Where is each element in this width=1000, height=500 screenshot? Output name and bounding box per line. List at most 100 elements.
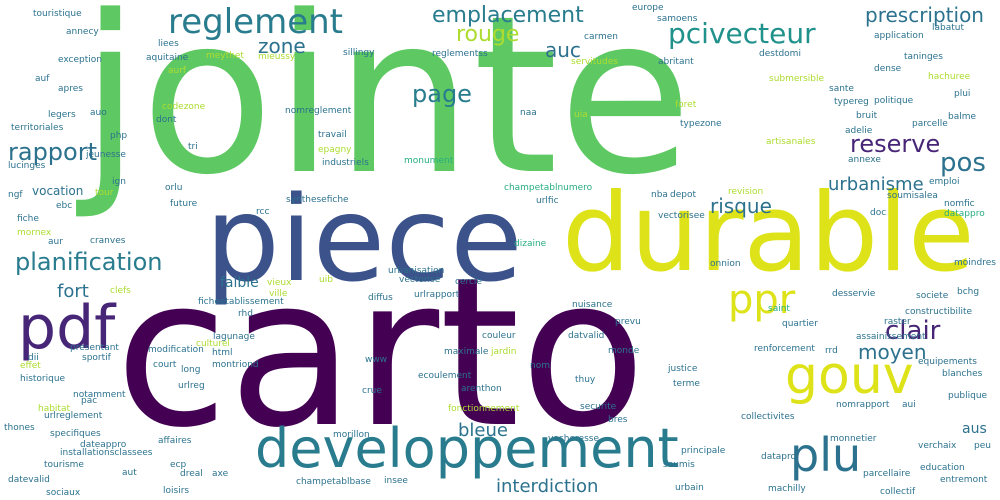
word-tourisme: tourisme [44, 460, 84, 470]
word-urbanisme: urbanisme [828, 174, 924, 195]
word-habitat: habitat [38, 404, 71, 414]
word-reserve: reserve [850, 130, 941, 158]
word-artisanales: artisanales [766, 137, 816, 147]
word-servitudes: servitudes [571, 57, 618, 67]
word-parcelle: parcelle [912, 119, 948, 129]
word-nomrapport: nomrapport [836, 400, 890, 410]
word-meythet: meythet [206, 51, 244, 61]
word-machilly: machilly [768, 484, 806, 494]
word-rhd: rhd [238, 309, 253, 319]
word-notamment: notamment [73, 390, 126, 400]
word-liees: liees [158, 39, 179, 49]
word-territoriales: territoriales [11, 123, 64, 133]
word-naa: naa [520, 108, 537, 118]
word-monde: monde [608, 346, 640, 356]
word-datapro: datapro [761, 452, 796, 462]
word-societe: societe [916, 291, 949, 301]
word-europe: europe [632, 3, 664, 13]
word-samoens: samoens [657, 14, 698, 24]
word-aui: aui [902, 400, 916, 410]
word-crue: crue [362, 386, 382, 396]
word-page: page [412, 80, 472, 108]
word-risque: risque [710, 194, 772, 218]
word-publique: publique [948, 391, 988, 401]
word-aur: aur [48, 237, 63, 247]
word-pac: pac [81, 396, 98, 406]
word-pdf: pdf [18, 293, 116, 363]
word-exception: exception [58, 55, 102, 65]
word-installationsclassees: installationsclassees [60, 448, 153, 458]
word-thones: thones [4, 423, 35, 433]
word-securite: securite [580, 402, 617, 412]
word-assainissement: assainissement [856, 332, 926, 342]
word-faible: faible [220, 275, 259, 291]
word-desservie: desservie [832, 289, 876, 299]
word-peu: peu [974, 441, 991, 451]
word-quartier: quartier [782, 319, 818, 329]
word-specifiques: specifiques [50, 429, 101, 439]
word-nba: nba [651, 190, 668, 200]
word-codezone: codezone [162, 102, 206, 112]
word-vectorise: vectorise [399, 275, 441, 285]
word-historique: historique [20, 374, 66, 384]
word-aurf: aurf [168, 66, 187, 76]
word-auc: auc [545, 38, 581, 62]
word-education: education [920, 463, 965, 473]
word-cercle: cercle [455, 277, 482, 287]
word-jardin: jardin [491, 347, 517, 357]
word-emploi: emploi [929, 177, 960, 187]
word-labatut: labatut [932, 23, 965, 33]
word-clair: clair [885, 316, 941, 346]
word-tour: tour [95, 188, 114, 198]
word-dreal: dreal [180, 469, 203, 479]
word-urlreg: urlreg [178, 381, 205, 391]
word-bres: bres [608, 415, 628, 425]
word-monnetier: monnetier [830, 434, 877, 444]
word-sociaux: sociaux [46, 488, 81, 498]
word-revision: revision [728, 187, 764, 197]
word-urlfic: urlfic [536, 196, 559, 206]
word-maximale: maximale [444, 347, 489, 357]
word-principale: principale [681, 446, 726, 456]
word-moyen: moyen [858, 340, 927, 364]
word-balme: balme [948, 112, 977, 122]
word-nuisance: nuisance [572, 300, 613, 310]
word-politique: politique [874, 96, 914, 106]
word-dii: dii [28, 353, 39, 363]
word-lagunage: lagunage [213, 332, 255, 342]
word-lucinges: lucinges [8, 161, 46, 171]
word-ficheetablissement: ficheetablissement [198, 297, 284, 307]
word-aut: aut [122, 468, 137, 478]
word-rrd: rrd [825, 346, 838, 356]
word-reglement: reglement [168, 2, 344, 42]
word-ppr: ppr [728, 277, 796, 323]
word-ngf: ngf [8, 190, 23, 200]
word-depot: depot [670, 190, 696, 200]
word-ville: ville [269, 289, 288, 299]
word-court: court [153, 360, 177, 370]
word-nomfic: nomfic [944, 199, 975, 209]
word-plu: plu [790, 428, 862, 482]
word-emplacement: emplacement [432, 3, 584, 28]
word-diffus: diffus [368, 293, 393, 303]
word-modification: modification [148, 345, 204, 355]
word-effet: effet [20, 361, 41, 371]
word-travail: travail [318, 130, 347, 140]
word-future: future [170, 199, 198, 209]
word-foret: foret [675, 100, 697, 110]
word-dizaine: dizaine [514, 239, 547, 249]
word-touristique: touristique [33, 9, 82, 19]
word-nom: nom [530, 361, 550, 371]
word-zone: zone [258, 34, 306, 58]
word-taninges: taninges [904, 52, 943, 62]
word-apres: apres [58, 84, 83, 94]
word-loisirs: loisirs [163, 486, 190, 496]
word-rcc: rcc [256, 207, 270, 217]
word-typereg: typereg [834, 97, 869, 107]
word-couleur: couleur [482, 331, 516, 341]
word-urbain: urbain [675, 483, 704, 493]
word-abritant: abritant [658, 57, 694, 67]
word-prevu: prevu [615, 317, 641, 327]
word-hachuree: hachuree [928, 72, 971, 82]
word-equipements: equipements [918, 357, 977, 367]
